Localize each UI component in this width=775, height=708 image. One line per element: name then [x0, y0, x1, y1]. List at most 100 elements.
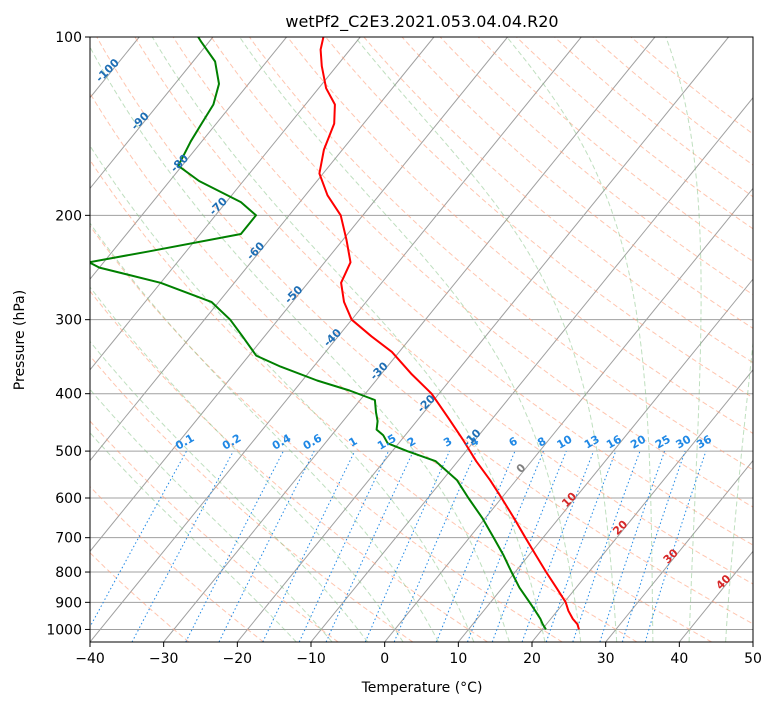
- y-tick-label: 900: [55, 595, 82, 611]
- isotherm-label: -10: [460, 426, 483, 449]
- mixing-ratio-label: 0.2: [220, 432, 243, 453]
- x-axis-label: Temperature (°C): [361, 680, 483, 696]
- mixing-ratio-line: [599, 450, 666, 642]
- y-tick-label: 700: [55, 531, 82, 547]
- moist-adiabat: [90, 388, 333, 642]
- y-tick-label: 1000: [46, 622, 82, 638]
- dry-adiabat: [90, 355, 414, 642]
- x-tick-label: 0: [380, 651, 389, 667]
- y-tick-label: 500: [55, 444, 82, 460]
- x-tick-label: 10: [449, 651, 467, 667]
- dewpoint-line: [90, 37, 547, 630]
- y-tick-label: 300: [55, 313, 82, 329]
- mixing-ratio-label: 3: [441, 435, 454, 450]
- mixing-ratio-line: [572, 450, 641, 642]
- moist-adiabat: [725, 338, 753, 642]
- moist-adiabat: [354, 37, 618, 642]
- y-tick-label: 600: [55, 491, 82, 507]
- isotherm-label: -70: [207, 194, 230, 217]
- dry-adiabat: [325, 37, 753, 399]
- moist-adiabat: [90, 340, 369, 642]
- y-axis: 100 200 300 400 500 600 700 800 900 1000: [46, 30, 90, 638]
- mixing-ratio-label: 0.6: [301, 431, 325, 452]
- mixing-ratio-label: 0.4: [270, 431, 294, 452]
- mixing-ratio-line: [325, 450, 414, 642]
- mixing-ratio-line: [467, 450, 544, 642]
- dry-adiabat: [96, 37, 753, 625]
- y-axis-label: Pressure (hPa): [12, 290, 28, 390]
- mixing-ratio-line: [393, 450, 477, 642]
- mixing-ratio-line: [262, 450, 356, 642]
- isotherm: [678, 550, 753, 642]
- mixing-ratio-line: [545, 450, 617, 642]
- mixing-ratio-label: 1.5: [375, 432, 398, 453]
- mixing-ratio-label: 2: [405, 435, 418, 450]
- isotherm: [605, 459, 753, 642]
- isotherm-label: -20: [415, 392, 438, 415]
- profiles: [90, 37, 580, 630]
- mixing-ratio-line: [621, 450, 686, 642]
- dry-adiabat: [90, 225, 563, 642]
- isotherm: [457, 278, 753, 642]
- y-tick-label: 100: [55, 30, 82, 46]
- dry-adiabat: [90, 552, 190, 642]
- isotherm-label: -100: [93, 56, 122, 85]
- moist-adiabat: [239, 37, 582, 642]
- isotherm-label: -40: [321, 326, 344, 349]
- dry-adiabat: [90, 290, 488, 642]
- mixing-ratio-label: 20: [628, 432, 648, 451]
- mixing-ratio-line: [644, 450, 707, 642]
- y-tick-label: 800: [55, 565, 82, 581]
- mixing-ratio-label: 1: [347, 435, 360, 450]
- isotherm: [90, 37, 214, 190]
- mixing-ratio-line: [218, 450, 315, 642]
- isotherm: [90, 37, 435, 462]
- chart-title: wetPf2_C2E3.2021.053.04.04.R20: [285, 12, 558, 32]
- mixing-ratio-line: [131, 450, 234, 642]
- background-lines: [90, 37, 753, 642]
- moist-adiabat: [90, 46, 510, 642]
- isotherm-label: -50: [282, 283, 305, 306]
- dry-adiabat: [210, 37, 753, 508]
- isotherm: [236, 37, 729, 642]
- moist-adiabat: [90, 144, 475, 642]
- mixing-ratio-line: [298, 450, 390, 642]
- moist-adiabat: [151, 37, 546, 642]
- mixing-ratio-line: [521, 450, 595, 642]
- x-tick-label: −10: [296, 651, 326, 667]
- x-axis: −40 −30 −20 −10 0 10 20 30 40 50: [75, 642, 762, 667]
- isotherm-label: -80: [168, 152, 191, 175]
- x-tick-label: −30: [149, 651, 179, 667]
- dry-adiabat: [554, 37, 753, 198]
- dry-adiabat: [363, 37, 753, 364]
- dry-adiabat: [134, 37, 753, 585]
- x-tick-label: −40: [75, 651, 105, 667]
- temperature-line: [318, 37, 580, 630]
- mixing-ratio-line: [90, 450, 187, 628]
- mixing-ratio-label: 6: [507, 434, 520, 449]
- isotherm: [752, 641, 753, 642]
- dry-adiabat: [90, 159, 638, 642]
- isotherm: [90, 37, 361, 371]
- mixing-ratio-label: 10: [555, 432, 575, 451]
- dry-adiabat: [248, 37, 753, 471]
- isotherm-label: -30: [368, 359, 391, 382]
- plot-frame: [89, 36, 754, 643]
- isotherm: [384, 187, 753, 642]
- mixing-ratio-line: [491, 450, 567, 642]
- isotherm: [90, 37, 287, 280]
- y-tick-label: 400: [55, 387, 82, 403]
- dry-adiabat: [90, 420, 339, 642]
- dry-adiabat: [439, 37, 753, 296]
- x-tick-label: 50: [744, 651, 762, 667]
- isotherm-label: 10: [559, 490, 579, 510]
- x-tick-label: −20: [223, 651, 253, 667]
- isotherm: [90, 37, 508, 553]
- moist-adiabat: [90, 286, 404, 642]
- mixing-ratio-line: [185, 450, 284, 642]
- isotherm: [531, 369, 753, 642]
- isotherm: [163, 37, 656, 642]
- isotherm-label: -60: [244, 239, 267, 262]
- mixing-ratio-label: 16: [604, 432, 624, 451]
- x-tick-label: 40: [670, 651, 688, 667]
